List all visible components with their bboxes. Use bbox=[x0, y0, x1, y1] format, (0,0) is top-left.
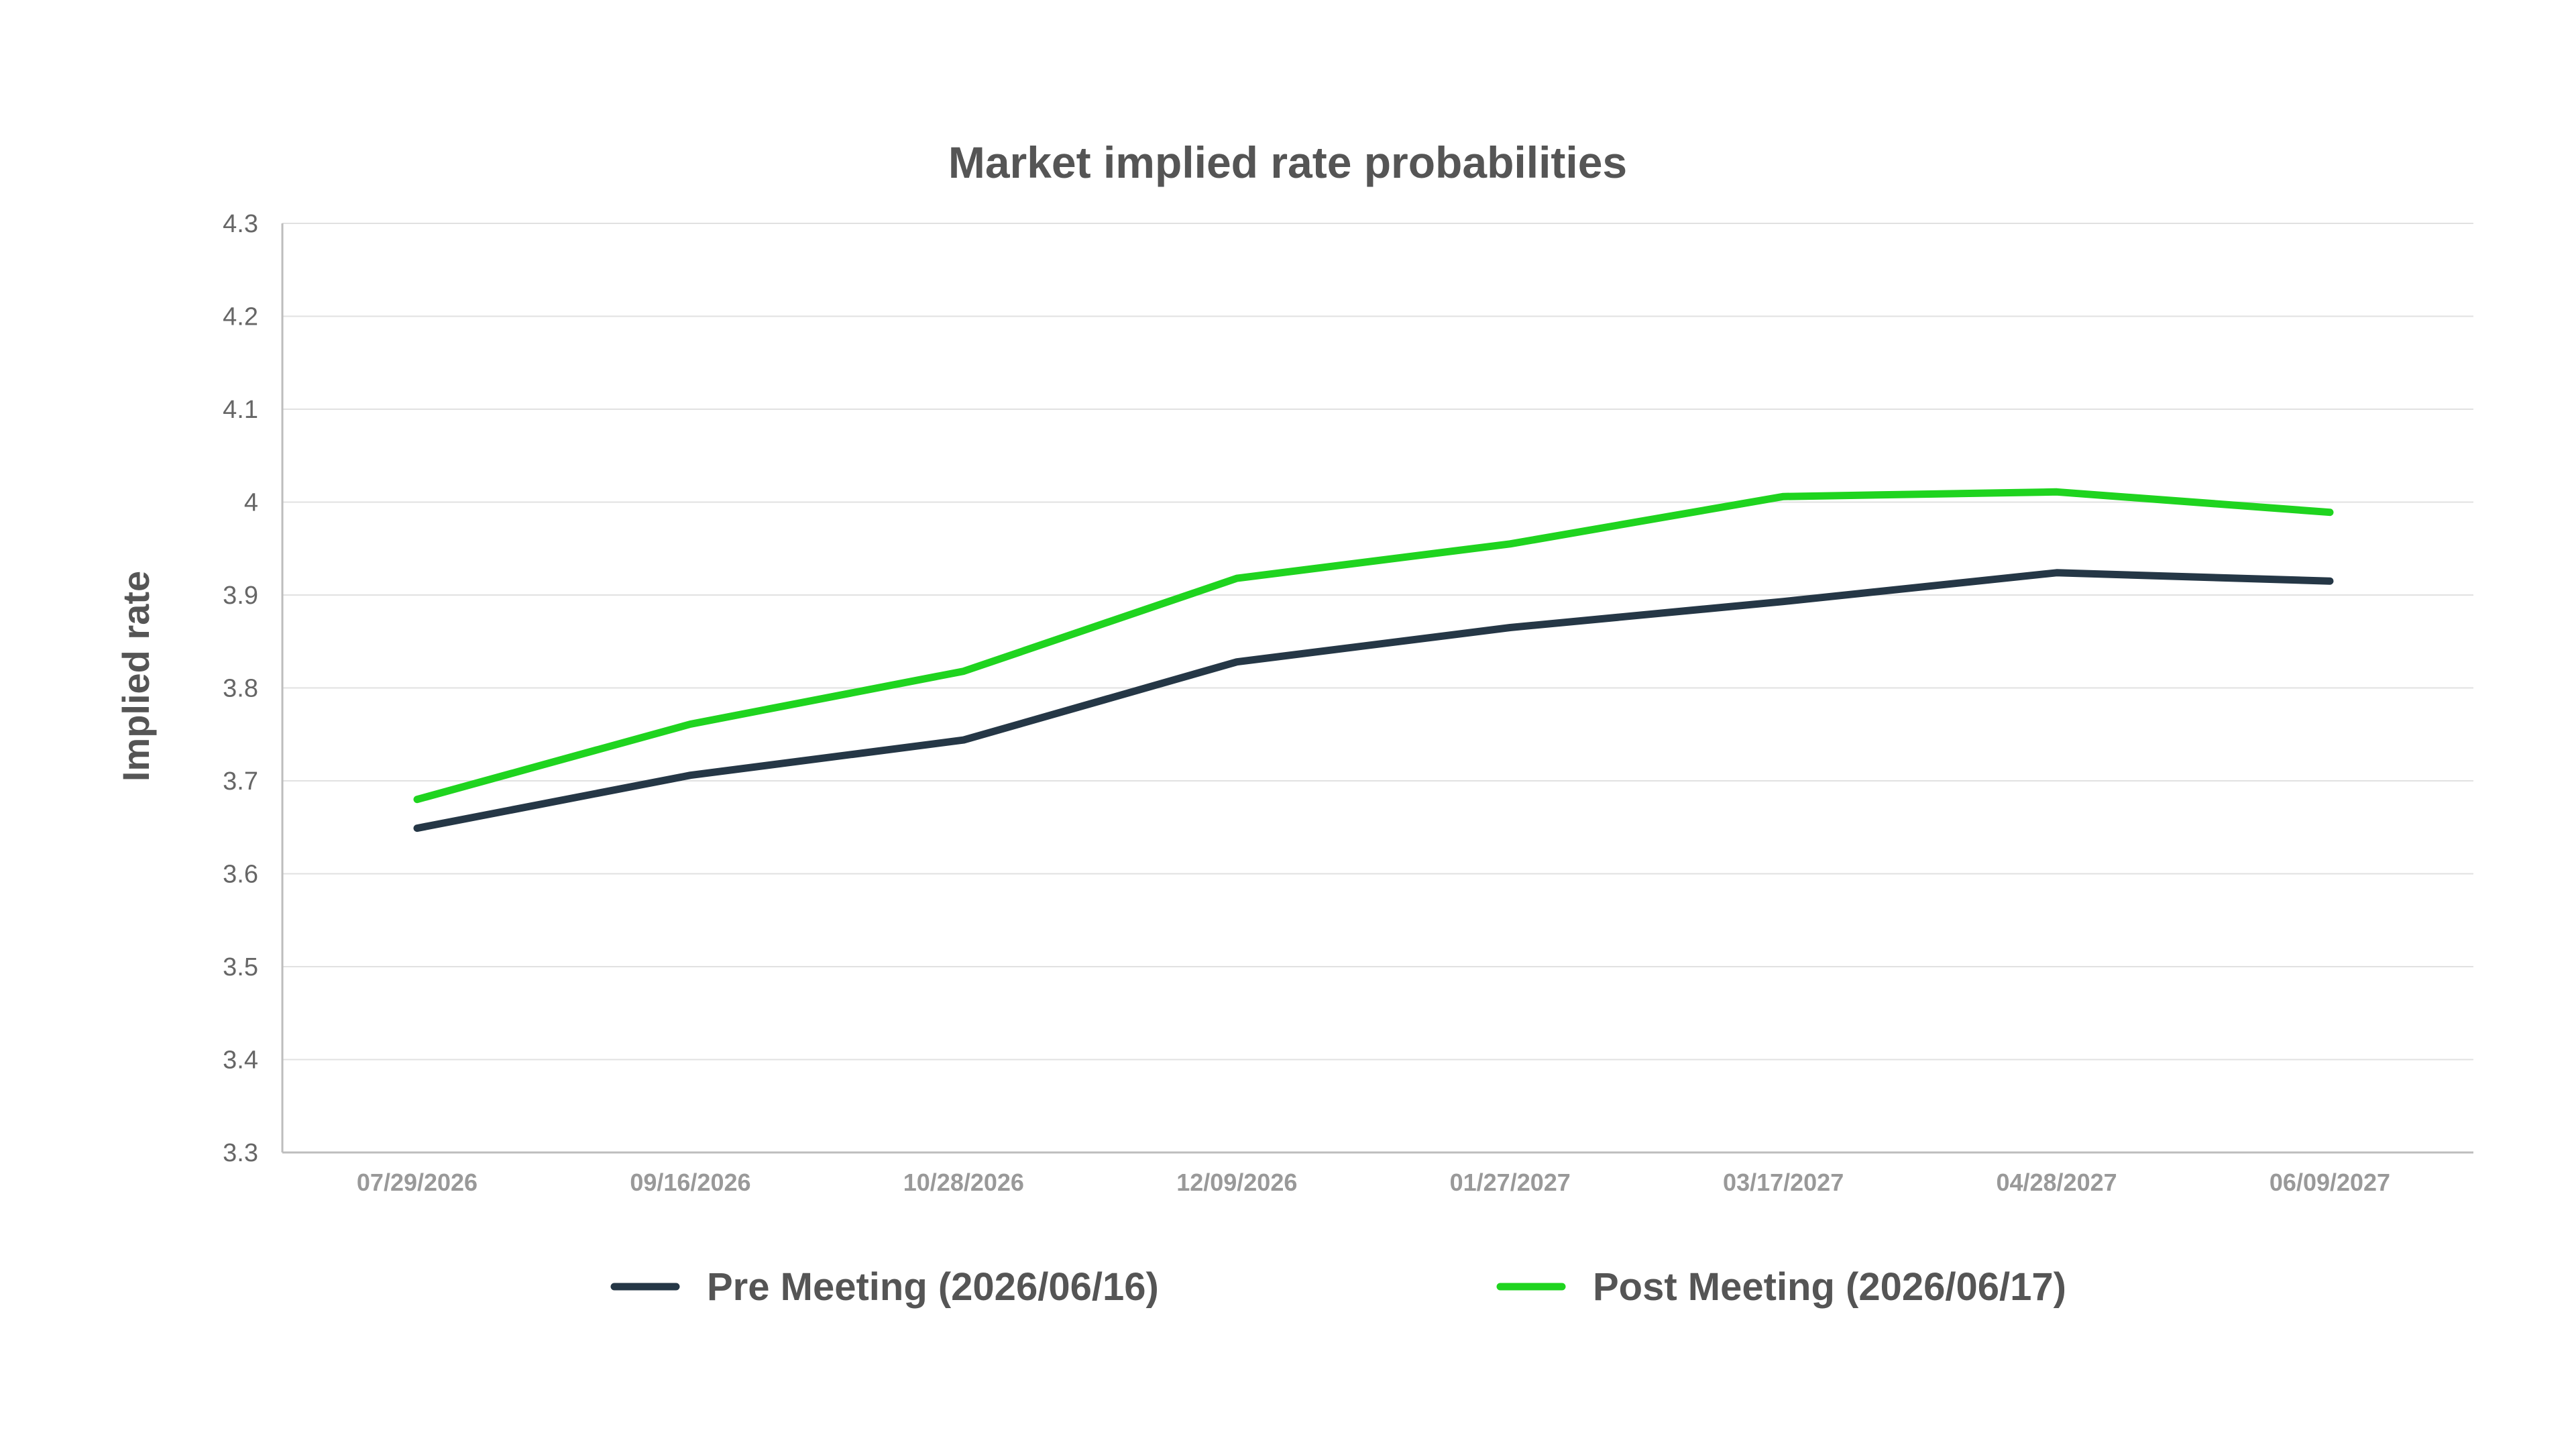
x-tick-label: 10/28/2026 bbox=[903, 1169, 1024, 1196]
y-tick-label: 3.4 bbox=[223, 1046, 258, 1075]
series-lines bbox=[413, 488, 2334, 832]
y-tick-label: 4 bbox=[244, 489, 258, 517]
x-tick-label: 12/09/2026 bbox=[1176, 1169, 1297, 1196]
x-tick-label: 09/16/2026 bbox=[630, 1169, 750, 1196]
y-tick-label: 3.7 bbox=[223, 767, 258, 796]
x-axis-ticks: 07/29/2026 09/16/2026 10/28/2026 12/09/2026… bbox=[357, 1169, 2390, 1196]
y-tick-label: 4.3 bbox=[223, 210, 258, 238]
y-tick-label: 4.2 bbox=[223, 303, 258, 331]
x-tick-label: 03/17/2027 bbox=[1723, 1169, 1844, 1196]
y-tick-label: 3.3 bbox=[223, 1139, 258, 1167]
x-tick-label: 06/09/2027 bbox=[2270, 1169, 2390, 1196]
y-tick-label: 3.6 bbox=[223, 861, 258, 889]
y-tick-label: 3.8 bbox=[223, 675, 258, 703]
legend-label: Pre Meeting (2026/06/16) bbox=[707, 1265, 1159, 1309]
y-tick-label: 3.5 bbox=[223, 953, 258, 981]
y-axis-ticks: 4.3 4.2 4.1 4 3.9 3.8 3.7 3.6 3.5 3.4 3.3 bbox=[223, 210, 258, 1167]
y-tick-label: 3.9 bbox=[223, 582, 258, 610]
y-axis-title: Implied rate bbox=[115, 571, 157, 782]
series-line-post-meeting bbox=[413, 488, 2334, 804]
x-tick-label: 04/28/2027 bbox=[1996, 1169, 2117, 1196]
legend-label: Post Meeting (2026/06/17) bbox=[1593, 1265, 2066, 1309]
x-tick-label: 07/29/2026 bbox=[357, 1169, 478, 1196]
legend: Pre Meeting (2026/06/16) Post Meeting (20… bbox=[610, 1265, 2066, 1309]
y-tick-label: 4.1 bbox=[223, 396, 258, 424]
series-line-pre-meeting bbox=[413, 569, 2334, 832]
chart-title: Market implied rate probabilities bbox=[948, 138, 1627, 187]
axes bbox=[281, 223, 2473, 1154]
x-tick-label: 01/27/2027 bbox=[1450, 1169, 1571, 1196]
